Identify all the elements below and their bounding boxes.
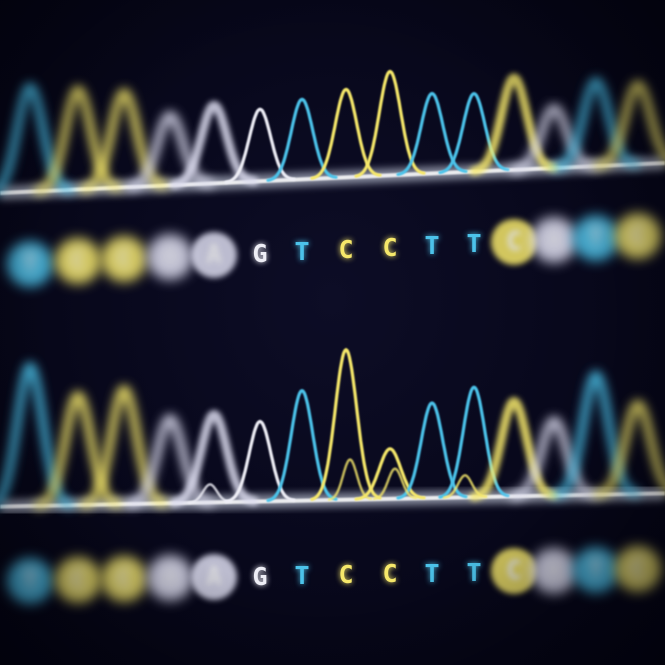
lower-base-call: C bbox=[367, 551, 413, 597]
upper-base-call: C bbox=[615, 213, 661, 260]
upper-base-call: T bbox=[409, 223, 455, 269]
base-letter: C bbox=[70, 246, 86, 277]
base-letter: G bbox=[252, 238, 268, 268]
upper-peak-T bbox=[396, 91, 468, 177]
lower-base-call: C bbox=[615, 545, 661, 592]
upper-base-call: A bbox=[191, 232, 237, 279]
base-letter: A bbox=[206, 562, 222, 593]
lower-base-call: A bbox=[531, 547, 577, 594]
base-letter: T bbox=[466, 229, 482, 259]
lower-base-call: C bbox=[323, 552, 369, 598]
lower-base-call: C bbox=[55, 557, 101, 604]
base-letter: C bbox=[506, 556, 522, 587]
base-letter: A bbox=[162, 242, 178, 273]
base-letter: A bbox=[206, 240, 222, 271]
lower-trace-track bbox=[0, 348, 665, 514]
lower-base-call: T bbox=[573, 546, 619, 593]
base-letter: A bbox=[546, 555, 562, 586]
base-letter: C bbox=[382, 559, 398, 589]
base-letter: C bbox=[116, 244, 132, 275]
upper-base-call: A bbox=[147, 234, 193, 281]
base-letter: T bbox=[294, 561, 310, 591]
upper-base-call: G bbox=[237, 230, 283, 276]
base-letter: T bbox=[588, 554, 604, 585]
upper-base-call: T bbox=[7, 240, 53, 287]
upper-base-call: T bbox=[573, 215, 619, 262]
lower-base-call: T bbox=[7, 558, 53, 605]
base-letter: C bbox=[338, 234, 354, 264]
base-letter: C bbox=[382, 232, 398, 262]
base-letter: G bbox=[252, 561, 268, 591]
lower-base-call: T bbox=[409, 550, 455, 596]
lower-base-call: T bbox=[279, 553, 325, 599]
lower-base-call: A bbox=[147, 555, 193, 602]
base-letter: A bbox=[162, 563, 178, 594]
base-letter: C bbox=[116, 564, 132, 595]
base-letter: T bbox=[588, 223, 604, 254]
base-letter: C bbox=[338, 560, 354, 590]
lower-base-call: C bbox=[101, 556, 147, 603]
base-letter: A bbox=[546, 225, 562, 255]
upper-peak-T bbox=[266, 97, 338, 182]
base-letter: T bbox=[424, 558, 440, 588]
base-letter: C bbox=[70, 565, 86, 596]
upper-trace-track bbox=[0, 69, 665, 200]
base-letter: C bbox=[630, 221, 646, 252]
base-letter: T bbox=[22, 248, 38, 279]
base-letter: T bbox=[22, 566, 38, 597]
base-letter: C bbox=[506, 226, 522, 257]
base-letter: C bbox=[630, 553, 646, 584]
base-letter: T bbox=[424, 231, 440, 260]
base-letter: T bbox=[294, 236, 310, 266]
upper-base-call: A bbox=[531, 217, 577, 263]
base-letter: T bbox=[466, 557, 482, 587]
